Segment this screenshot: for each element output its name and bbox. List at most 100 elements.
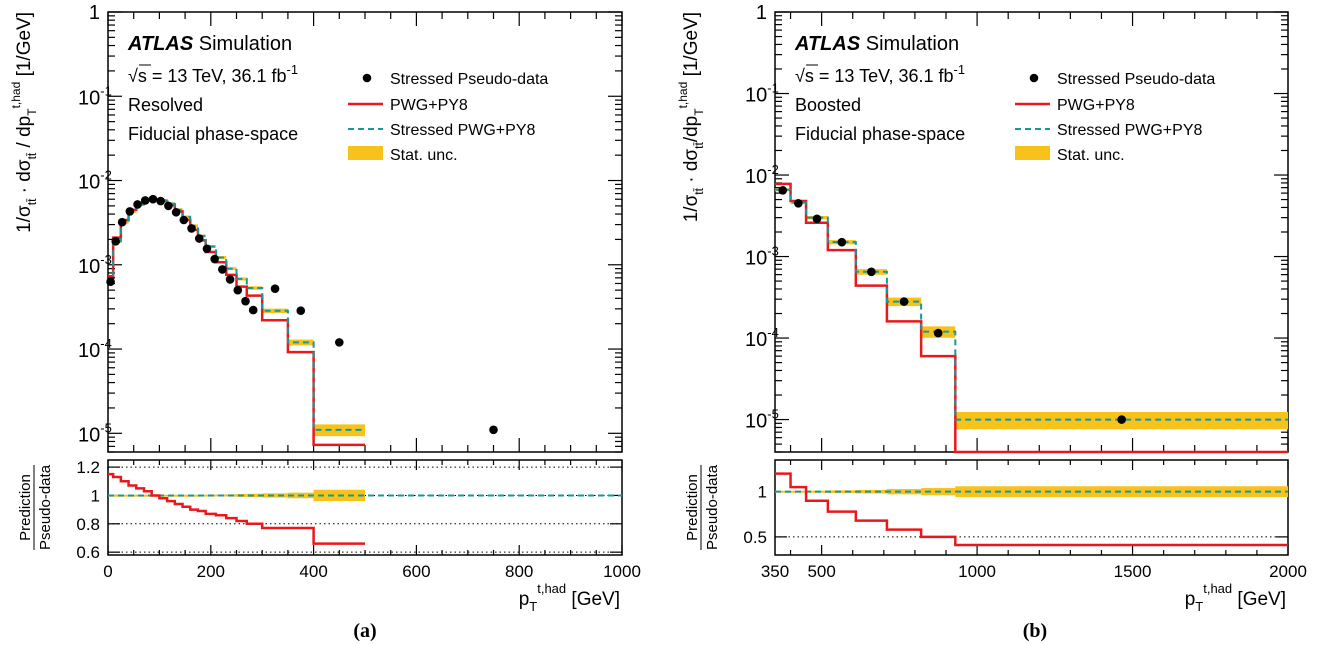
ratio-y-title-bottom: Pseudo-data <box>37 464 54 550</box>
data-point <box>164 201 173 211</box>
ratio-tick-label: 0.8 <box>76 515 100 534</box>
atlas-label: ATLAS Simulation <box>127 33 292 55</box>
region-label: Resolved <box>128 95 203 115</box>
data-point <box>133 200 142 209</box>
data-point <box>1117 415 1126 424</box>
energy-lumi-label: √s = 13 TeV, 36.1 fb-1 <box>128 62 298 86</box>
panel-a: 1 10-1 10-2 10-3 10-4 10-5 0 200 400 600 800 1000 1.… <box>9 2 641 642</box>
ratio-y-title-top: Prediction <box>684 474 701 541</box>
x-tick-label: 600 <box>402 562 430 581</box>
y-tick-label: 10-4 <box>745 325 779 351</box>
ratio-stat-band <box>113 494 121 497</box>
x-tick-label: 0 <box>103 562 112 581</box>
stressed-pwg-py8-line <box>108 198 365 431</box>
ratio-tick-label: 1 <box>758 483 767 502</box>
data-point <box>867 267 876 277</box>
legend-data-marker <box>1029 73 1039 83</box>
data-point <box>156 196 165 206</box>
data-point <box>179 215 189 225</box>
y-tick-label: 10-1 <box>745 81 779 107</box>
x-tick-label: 1000 <box>958 562 996 581</box>
pwg-py8-line <box>775 182 1288 454</box>
ratio-stat-band <box>827 490 856 494</box>
y-axis-title: 1/σtt̄ · dσtt̄/dpTt,had [1/GeV] <box>676 12 706 222</box>
ratio-tick-label: 0.5 <box>743 528 767 547</box>
data-point <box>106 277 115 286</box>
panel-b: 1 10-1 10-2 10-3 10-4 10-5 350 500 1000 1500 2000 1… <box>676 2 1307 642</box>
x-tick-label: 350 <box>761 562 789 581</box>
x-tick-label: 800 <box>505 562 533 581</box>
legend-stat-label: Stat. unc. <box>1057 147 1125 164</box>
pwg-py8-line <box>108 197 365 447</box>
y-tick-label: 10-3 <box>745 244 779 270</box>
data-point <box>210 254 219 264</box>
legend-stressed-label: Stressed PWG+PY8 <box>1057 122 1202 139</box>
ratio-stat-band <box>246 493 263 498</box>
data-point <box>140 196 150 205</box>
region-label: Boosted <box>795 95 861 115</box>
ratio-stat-band <box>886 488 922 495</box>
panel-caption: (b) <box>1023 620 1047 642</box>
y-tick-label: 1 <box>756 2 767 24</box>
y-tick-label: 10-1 <box>78 83 112 109</box>
x-tick-label: 1000 <box>603 562 641 581</box>
x-tick-label: 200 <box>197 562 225 581</box>
atlas-label: ATLAS Simulation <box>794 33 959 55</box>
data-point <box>489 425 498 435</box>
ratio-y-title-bottom: Pseudo-data <box>704 464 721 550</box>
legend-data-marker <box>362 73 372 83</box>
y-axis-title: 1/σtt̄ · dσtt̄ / dpTt,had [1/GeV] <box>9 12 39 233</box>
y-tick-label: 10-5 <box>745 407 779 433</box>
data-point <box>125 207 135 216</box>
data-point <box>241 296 250 306</box>
data-point <box>933 328 943 338</box>
phase-space-label: Fiducial phase-space <box>795 124 965 144</box>
y-tick-label: 10-4 <box>78 336 112 362</box>
x-tick-label: 400 <box>299 562 327 581</box>
ratio-stat-band <box>120 494 129 497</box>
data-point <box>812 214 822 224</box>
data-point <box>194 234 204 243</box>
data-point <box>270 284 280 294</box>
data-point <box>187 224 196 233</box>
legend-stat-marker <box>1015 146 1050 160</box>
data-point <box>794 198 803 208</box>
ratio-stat-band <box>143 494 152 497</box>
legend-stressed-label: Stressed PWG+PY8 <box>390 122 535 139</box>
legend-pwg-label: PWG+PY8 <box>1057 97 1135 114</box>
legend-data-label: Stressed Pseudo-data <box>390 71 548 88</box>
ratio-pwg-py8-line <box>108 472 365 545</box>
legend-data-label: Stressed Pseudo-data <box>1057 71 1215 88</box>
y-tick-label: 10-3 <box>78 252 112 278</box>
data-point <box>335 338 344 347</box>
data-point <box>778 185 788 195</box>
ratio-stat-band <box>262 493 288 498</box>
x-tick-label: 2000 <box>1269 562 1307 581</box>
ratio-stat-band <box>855 489 887 494</box>
data-point <box>171 207 181 217</box>
phase-space-label: Fiducial phase-space <box>128 124 298 144</box>
stressed-pwg-py8-line <box>775 188 1288 421</box>
data-point <box>148 194 158 204</box>
panel-caption: (a) <box>353 620 376 642</box>
ratio-plot-frame <box>774 459 1289 556</box>
ratio-stat-band <box>775 490 791 493</box>
x-axis-title: pTt,had [GeV] <box>1185 581 1286 614</box>
data-point <box>111 236 121 246</box>
data-point <box>248 305 258 315</box>
ratio-stat-band <box>190 494 198 497</box>
ratio-stat-band <box>182 494 191 497</box>
legend-stat-marker <box>348 146 383 160</box>
data-point <box>225 275 235 284</box>
data-point <box>218 265 227 274</box>
stat-unc-band <box>287 339 314 346</box>
data-point <box>117 217 127 227</box>
ratio-tick-label: 0.6 <box>76 543 100 562</box>
x-tick-label: 500 <box>807 562 835 581</box>
y-tick-label: 10-5 <box>78 420 112 446</box>
data-point <box>837 237 847 247</box>
data-point <box>899 297 909 306</box>
legend-pwg-label: PWG+PY8 <box>390 97 468 114</box>
data-point <box>296 306 306 316</box>
